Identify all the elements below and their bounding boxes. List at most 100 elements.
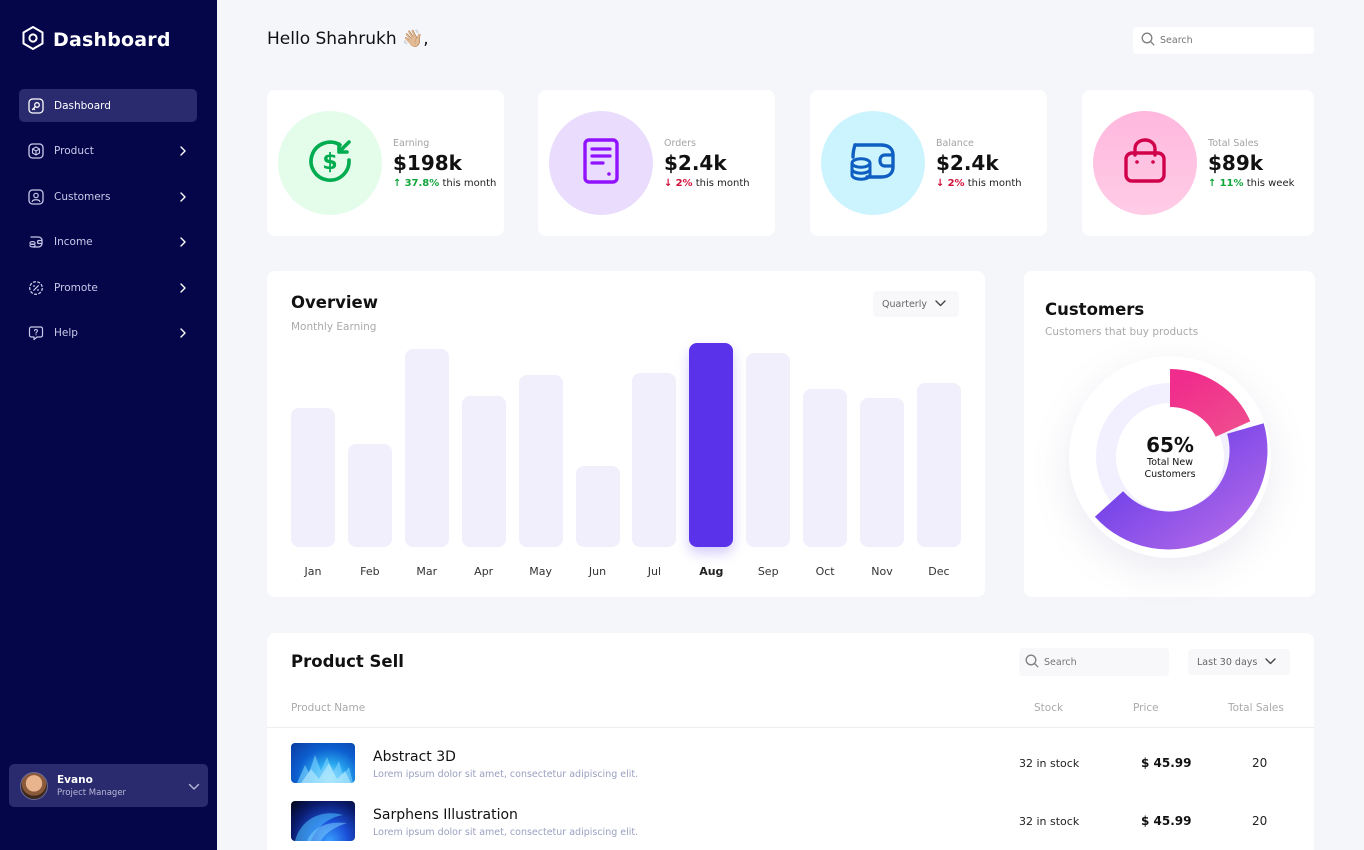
dropdown-value: Last 30 days <box>1197 656 1258 668</box>
stat-value: $89k <box>1208 150 1264 175</box>
donut-percent: 65% <box>1146 433 1194 457</box>
bar-label-apr: Apr <box>474 565 494 578</box>
svg-text:$: $ <box>322 150 337 175</box>
product-price: $ 45.99 <box>1141 756 1192 770</box>
sidebar-item-customers[interactable]: Customers <box>19 180 197 213</box>
bar-mar[interactable] <box>404 349 449 547</box>
bar-apr[interactable] <box>461 396 506 547</box>
stat-change: ↓ 2% this month <box>936 178 1022 189</box>
overview-card: Overview Monthly Earning Quarterly Jan Fe… <box>267 271 985 597</box>
stat-period: this month <box>967 177 1022 189</box>
bar-label-sep: Sep <box>757 565 779 578</box>
shopping-bag-icon <box>1122 137 1168 189</box>
product-thumbnail <box>291 801 355 841</box>
bar-feb[interactable] <box>347 444 392 547</box>
chevron-down-icon[interactable] <box>188 776 200 795</box>
dollar-refresh-icon: $ <box>305 136 355 190</box>
brand-title: Dashboard <box>53 29 171 51</box>
stat-label: Balance <box>936 137 974 149</box>
range-dropdown[interactable]: Last 30 days <box>1188 649 1290 675</box>
customers-title: Customers <box>1045 300 1145 319</box>
bar-oct[interactable] <box>803 389 848 547</box>
top-search[interactable] <box>1133 27 1314 54</box>
wallet-icon <box>27 233 45 251</box>
brand[interactable]: Dashboard <box>21 25 171 55</box>
stat-text: Orders $2.4k ↓ 2% this month <box>664 138 750 189</box>
chevron-right-icon <box>177 236 189 248</box>
wallet-coins-icon <box>847 137 899 189</box>
product-desc: Lorem ipsum dolor sit amet, consectetur … <box>373 769 639 780</box>
stat-change-value: 2% <box>947 177 965 189</box>
sidebar-item-label: Customers <box>54 190 111 203</box>
bar-label-dec: Dec <box>928 565 950 578</box>
column-header-total-sales[interactable]: Total Sales <box>1228 702 1284 714</box>
table-row[interactable]: Sarphens Illustration Lorem ipsum dolor … <box>267 801 1314 843</box>
stat-icon-circle <box>1093 111 1197 215</box>
product-thumbnail <box>291 743 355 783</box>
sidebar-item-promote[interactable]: Promote <box>19 271 197 304</box>
bar-label-oct: Oct <box>815 565 835 578</box>
product-sell-title: Product Sell <box>291 652 404 671</box>
donut-label: Total New Customers <box>1144 457 1196 480</box>
product-search-input[interactable] <box>1044 656 1154 668</box>
sidebar-item-label: Promote <box>54 281 98 294</box>
stat-change: ↑ 11% this week <box>1208 178 1294 189</box>
bar-label-may: May <box>529 565 552 578</box>
chevron-down-icon <box>935 299 946 310</box>
bar-may[interactable] <box>518 375 563 547</box>
bar-dec[interactable] <box>916 383 961 547</box>
stat-value: $2.4k <box>664 150 727 175</box>
stat-icon-circle <box>821 111 925 215</box>
search-icon <box>1141 31 1155 50</box>
stat-change-value: 11% <box>1219 177 1244 189</box>
bar-nov[interactable] <box>860 398 904 547</box>
product-search[interactable] <box>1019 648 1169 676</box>
stat-label: Earning <box>393 137 430 149</box>
stat-text: Earning $198k ↑ 37.8% this month <box>393 138 496 189</box>
bar-sep[interactable] <box>746 353 791 547</box>
stat-value: $2.4k <box>936 150 999 175</box>
customers-card: Customers Customers that buy products 65… <box>1024 271 1315 597</box>
stat-card-orders: Orders $2.4k ↓ 2% this month <box>538 90 775 236</box>
bar-jan[interactable] <box>291 408 335 547</box>
sidebar-nav: Dashboard Product Customers Income <box>19 89 197 362</box>
sidebar-item-help[interactable]: Help <box>19 317 197 350</box>
search-input[interactable] <box>1160 35 1300 46</box>
chevron-right-icon <box>177 327 189 339</box>
bar-jun[interactable] <box>575 466 620 547</box>
product-sales: 20 <box>1252 814 1268 828</box>
user-name: Evano <box>57 773 93 786</box>
sidebar-item-product[interactable]: Product <box>19 135 197 168</box>
stat-card-total-sales: Total Sales $89k ↑ 11% this week <box>1082 90 1314 236</box>
period-dropdown[interactable]: Quarterly <box>873 291 959 317</box>
sidebar-item-label: Dashboard <box>54 99 111 112</box>
table-row[interactable]: Abstract 3D Lorem ipsum dolor sit amet, … <box>267 743 1314 785</box>
product-stock: 32 in stock <box>1019 757 1080 770</box>
product-name: Abstract 3D <box>373 749 456 765</box>
product-stock: 32 in stock <box>1019 815 1080 828</box>
sidebar-item-dashboard[interactable]: Dashboard <box>19 89 197 122</box>
bar-label-jun: Jun <box>588 565 607 578</box>
bar-jul[interactable] <box>632 373 677 547</box>
greeting: Hello Shahrukh 👋🏼, <box>267 29 429 49</box>
arrow-up-icon: ↑ <box>393 177 402 189</box>
overview-subtitle: Monthly Earning <box>291 321 377 333</box>
stat-period: this month <box>442 177 497 189</box>
sidebar-item-label: Product <box>54 145 94 157</box>
stat-text: Balance $2.4k ↓ 2% this month <box>936 138 1022 189</box>
column-header-product-name[interactable]: Product Name <box>291 702 366 714</box>
sidebar-item-label: Help <box>54 327 78 339</box>
arrow-down-icon: ↓ <box>664 177 673 189</box>
column-header-stock[interactable]: Stock <box>1034 702 1064 714</box>
stat-value: $198k <box>393 150 462 175</box>
user-info: Evano Project Manager <box>57 774 188 798</box>
donut-segment-returning <box>1169 369 1251 438</box>
column-header-price[interactable]: Price <box>1133 702 1159 714</box>
product-sales: 20 <box>1252 756 1268 770</box>
stat-card-balance: Balance $2.4k ↓ 2% this month <box>810 90 1047 236</box>
sidebar-item-income[interactable]: Income <box>19 226 197 259</box>
user-profile-card[interactable]: Evano Project Manager <box>9 764 208 807</box>
bar-aug[interactable] <box>689 343 734 547</box>
user-square-icon <box>27 188 45 206</box>
stat-label: Total Sales <box>1208 137 1259 149</box>
